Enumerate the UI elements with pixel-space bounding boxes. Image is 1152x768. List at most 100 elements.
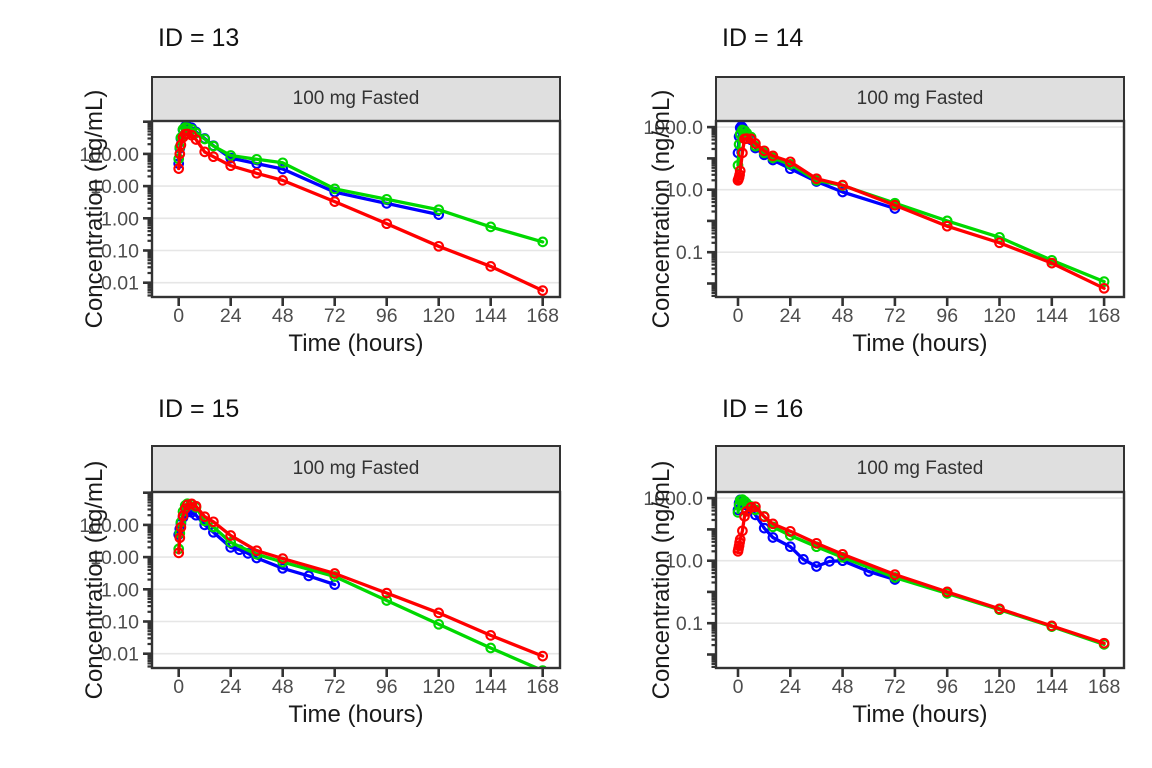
data-point-red	[767, 518, 779, 530]
y-tick-label: 0.10	[101, 241, 139, 263]
panel-border	[714, 490, 1126, 670]
data-point-red	[750, 501, 761, 513]
y-tick-label: 0.10	[101, 612, 139, 634]
data-point-red	[173, 163, 185, 174]
data-point-green	[225, 537, 237, 548]
data-point-red	[994, 237, 1005, 249]
x-tick-label: 144	[474, 676, 507, 698]
data-point-blue	[767, 532, 779, 543]
data-point-green	[329, 183, 341, 195]
data-point-green	[381, 193, 393, 205]
plot-svg: 0.01 0.10 1.00 10.00 100.00 0 24 48 72 96 120 144 16…	[79, 76, 562, 327]
y-tick-label: 1000.0	[643, 117, 703, 139]
x-tick-label: 48	[832, 305, 854, 327]
data-point-blue	[798, 554, 809, 565]
data-point-blue	[784, 541, 796, 553]
y-tick-label: 1.00	[101, 208, 139, 230]
y-axis-title: Concentration (ng/mL)	[81, 460, 108, 700]
x-tick-label: 168	[1088, 305, 1121, 327]
data-point-red	[277, 175, 289, 186]
data-point-red	[225, 160, 237, 172]
x-tick-label: 24	[220, 305, 242, 327]
panel-title: ID = 14	[722, 24, 804, 52]
x-tick-label: 0	[173, 676, 184, 698]
data-point-red	[1046, 620, 1058, 632]
x-tick-label: 24	[220, 676, 242, 698]
facet-panel: 0.01 0.10 1.00 10.00 100.00 0 24 48 72 96 120 144 16…	[0, 384, 576, 768]
data-point-red	[433, 240, 445, 252]
x-tick-label: 48	[832, 676, 854, 698]
data-point-red	[251, 545, 263, 557]
x-tick-label: 120	[422, 676, 455, 698]
plot-svg: 0.1 10.0 1000.0 0 24 48 72 96 120 144 168	[643, 76, 1126, 327]
data-point-red	[174, 532, 186, 544]
panel-border	[150, 490, 562, 670]
data-point-red	[941, 220, 953, 232]
x-tick-label: 0	[733, 305, 744, 327]
data-point-red	[737, 147, 748, 159]
series-group	[173, 121, 549, 296]
data-point-green	[225, 150, 237, 161]
data-point-red	[784, 525, 796, 537]
x-tick-label: 48	[272, 676, 294, 698]
x-tick-label: 168	[526, 305, 559, 327]
data-point-blue	[837, 186, 848, 198]
x-tick-label: 96	[936, 676, 958, 698]
y-tick-label: 0.1	[676, 242, 703, 264]
data-point-red	[734, 169, 745, 181]
strip-label: 100 mg Fasted	[856, 458, 984, 479]
y-tick-label: 100.00	[79, 144, 139, 166]
y-tick-label: 1.00	[101, 579, 139, 601]
plot-svg: 0.1 10.0 1000.0 0 24 48 72 96 120 144 168	[643, 445, 1126, 698]
data-point-red	[889, 569, 901, 580]
data-point-red	[485, 261, 497, 272]
data-point-red	[433, 607, 445, 619]
x-tick-label: 72	[884, 676, 906, 698]
data-point-green	[251, 153, 263, 165]
data-point-red	[941, 586, 953, 598]
x-tick-label: 0	[733, 676, 744, 698]
data-point-red	[208, 151, 219, 163]
data-point-red	[737, 525, 748, 537]
data-point-green	[485, 642, 497, 654]
data-point-red	[199, 511, 211, 523]
data-point-red	[225, 530, 237, 541]
x-axis-title: Time (hours)	[288, 330, 424, 357]
data-point-red	[889, 199, 901, 211]
data-point-green	[433, 204, 445, 216]
x-axis-title: Time (hours)	[852, 701, 988, 728]
data-point-red	[811, 173, 822, 185]
data-point-red	[734, 165, 746, 177]
strip-background	[715, 445, 1125, 493]
data-point-green	[1098, 276, 1110, 287]
y-tick-label: 10.0	[665, 180, 703, 202]
x-axis-title: Time (hours)	[852, 330, 988, 357]
panel-background	[716, 492, 1124, 668]
strip-label: 100 mg Fasted	[292, 458, 420, 479]
data-point-red	[1098, 282, 1110, 294]
data-point-red	[329, 568, 341, 579]
data-point-red	[537, 650, 549, 662]
y-axis-title: Concentration (ng/mL)	[648, 89, 675, 329]
y-tick-label: 10.00	[90, 176, 139, 198]
data-point-blue	[303, 570, 315, 582]
data-point-red	[381, 587, 393, 599]
data-point-blue	[824, 556, 835, 567]
x-axis-title: Time (hours)	[288, 701, 424, 728]
data-point-red	[485, 630, 497, 641]
data-point-red	[739, 511, 750, 522]
y-tick-label: 100.00	[79, 515, 139, 537]
series-group	[732, 494, 1110, 650]
data-point-red	[1046, 257, 1058, 269]
x-tick-label: 168	[526, 676, 559, 698]
data-point-green	[739, 495, 750, 507]
panel-title: ID = 15	[158, 395, 240, 423]
data-point-red	[199, 146, 211, 158]
data-point-red	[994, 603, 1005, 615]
x-tick-label: 72	[884, 305, 906, 327]
strip-background	[151, 76, 561, 122]
panel-border	[714, 119, 1126, 299]
strip-label: 100 mg Fasted	[856, 88, 984, 109]
data-point-red	[767, 150, 779, 162]
x-tick-label: 120	[983, 305, 1016, 327]
